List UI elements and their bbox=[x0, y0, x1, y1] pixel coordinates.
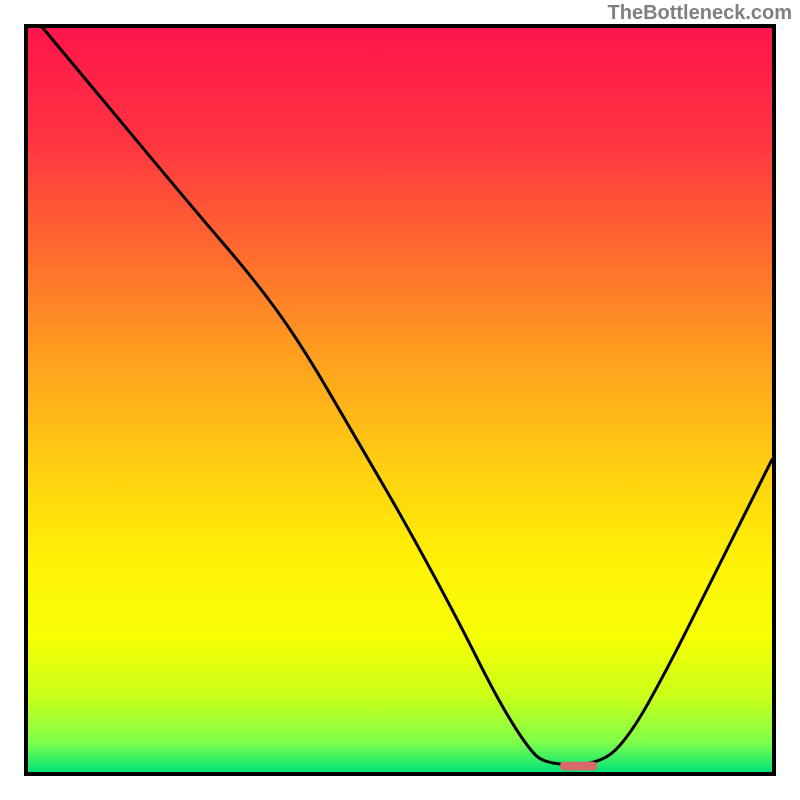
chart-svg bbox=[24, 24, 776, 776]
bottleneck-chart bbox=[24, 24, 776, 776]
chart-background bbox=[28, 28, 772, 772]
optimum-marker bbox=[560, 762, 597, 771]
watermark-text: TheBottleneck.com bbox=[608, 2, 792, 25]
